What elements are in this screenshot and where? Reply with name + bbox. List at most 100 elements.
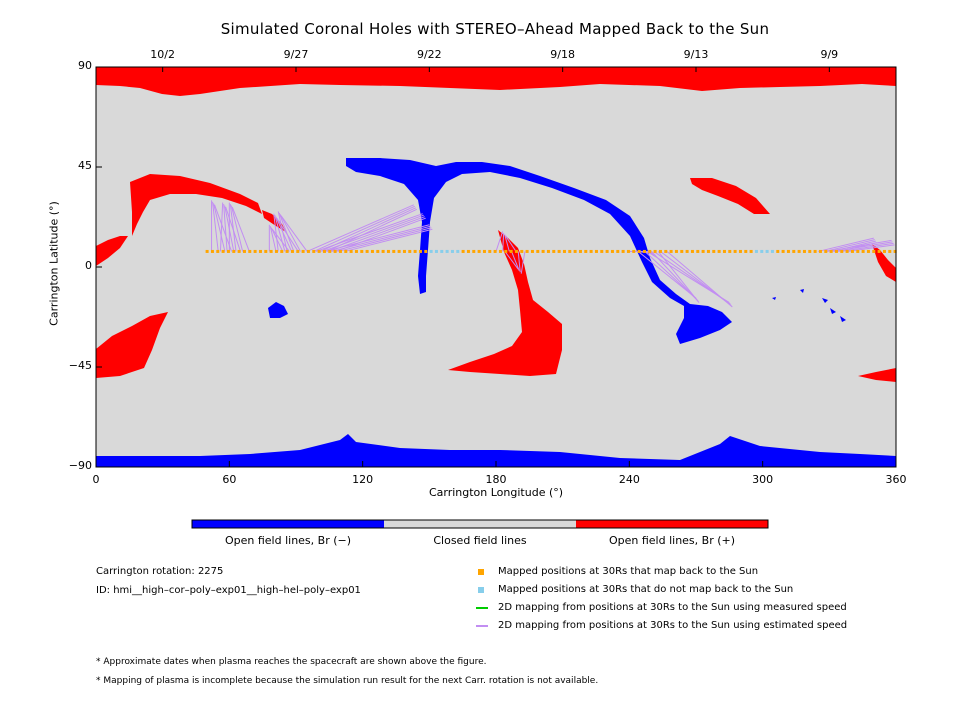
- mapping-line-3-1-3: [520, 251, 526, 274]
- carrington-rotation: Carrington rotation: 2275: [96, 566, 224, 577]
- track-point-13: [274, 249, 278, 253]
- mapping-line-4-1-3: [657, 251, 700, 303]
- track-point-37: [402, 249, 406, 253]
- track-point-27: [349, 249, 353, 253]
- track-point-98: [728, 249, 732, 253]
- x-tick-label-2: 120: [352, 473, 374, 486]
- track-point-6: [237, 249, 241, 253]
- hole-a: [130, 174, 262, 236]
- mapping-lines: [211, 200, 895, 308]
- track-point-103: [754, 249, 758, 253]
- track-point-24: [333, 249, 337, 253]
- track-point-43: [434, 249, 438, 253]
- mapping-line-0-2-1: [229, 203, 237, 252]
- track-point-81: [637, 249, 641, 253]
- mapping-line-0-1-1: [223, 204, 228, 252]
- track-point-67: [562, 249, 566, 253]
- mapping-line-1-2-0: [277, 211, 288, 252]
- mapping-line-4-2-3: [666, 251, 733, 308]
- track-point-76: [610, 249, 614, 253]
- track-point-40: [418, 249, 422, 253]
- colorbar-label-positive: Open field lines, Br (+): [608, 534, 736, 547]
- south-polar-cap: [96, 434, 896, 467]
- mapping-line-1-1-1: [274, 215, 286, 252]
- mapping-line-1-0-1: [269, 226, 277, 252]
- track-point-57: [509, 249, 513, 253]
- track-point-110: [792, 249, 796, 253]
- axis-ticks: [95, 66, 897, 468]
- hole-d: [690, 178, 770, 214]
- track-point-2: [216, 249, 220, 253]
- mapping-line-3-0-1: [502, 232, 505, 252]
- y-tick-label-0: 90: [78, 59, 92, 72]
- track-point-33: [381, 249, 385, 253]
- track-point-9: [253, 249, 257, 253]
- track-point-41: [424, 249, 428, 253]
- track-point-61: [530, 249, 534, 253]
- mapping-line-2-1-1: [322, 214, 424, 252]
- track-point-97: [722, 249, 726, 253]
- mapping-line-1-1-0: [273, 213, 279, 252]
- track-point-82: [642, 249, 646, 253]
- track-point-3: [221, 249, 225, 253]
- track-point-70: [578, 249, 582, 253]
- mapping-line-5-1-2: [840, 242, 894, 252]
- track-point-23: [328, 249, 332, 253]
- track-point-36: [397, 249, 401, 253]
- mapping-line-3-0-2: [504, 234, 510, 252]
- track-point-5: [232, 249, 236, 253]
- hole-f: [858, 368, 896, 382]
- mapping-line-2-1-3: [335, 217, 426, 252]
- track-point-105: [765, 249, 769, 253]
- track-point-111: [797, 249, 801, 253]
- track-point-93: [701, 249, 705, 253]
- track-point-101: [744, 249, 748, 253]
- mapping-line-1-2-2: [279, 214, 301, 252]
- colorbar-closed: [384, 520, 576, 528]
- track-point-48: [461, 249, 465, 253]
- mapping-line-2-0-1: [313, 205, 415, 252]
- track-point-50: [472, 249, 476, 253]
- track-point-85: [658, 249, 662, 253]
- track-point-74: [600, 249, 604, 253]
- track-point-54: [493, 249, 497, 253]
- track-point-109: [786, 249, 790, 253]
- track-point-114: [813, 249, 817, 253]
- track-point-123: [861, 249, 865, 253]
- track-point-56: [504, 249, 508, 253]
- track-point-19: [306, 249, 310, 253]
- track-point-113: [808, 249, 812, 253]
- track-point-25: [338, 249, 342, 253]
- track-point-72: [589, 249, 593, 253]
- mapping-line-0-2-2: [230, 205, 244, 252]
- track-point-84: [653, 249, 657, 253]
- mapping-line-1-2-3: [280, 215, 308, 252]
- track-point-73: [594, 249, 598, 253]
- track-point-80: [632, 249, 636, 253]
- legend-label-mapped: Mapped positions at 30Rs that map back t…: [498, 566, 759, 577]
- mapping-line-3-1-1: [511, 251, 520, 271]
- small-hole: [268, 302, 288, 318]
- note-dates: * Approximate dates when plasma reaches …: [96, 657, 487, 667]
- mapping-line-5-0-0: [818, 237, 874, 252]
- track-point-39: [413, 249, 417, 253]
- mapping-line-0-0-3: [214, 204, 233, 252]
- track-point-14: [280, 249, 284, 253]
- track-point-7: [242, 249, 246, 253]
- hole-e: [872, 244, 896, 282]
- mapping-line-2-2-0: [324, 224, 430, 252]
- track-point-18: [301, 249, 305, 253]
- track-point-89: [680, 249, 684, 253]
- track-point-20: [312, 249, 316, 253]
- mapping-line-5-1-1: [833, 241, 893, 252]
- mapping-line-2-2-1: [331, 225, 431, 252]
- track-point-11: [264, 249, 268, 253]
- fleck-2: [800, 289, 804, 293]
- track-point-120: [845, 249, 849, 253]
- track-point-29: [360, 249, 364, 253]
- track-point-83: [648, 249, 652, 253]
- track-point-66: [557, 249, 561, 253]
- track-point-1: [210, 249, 214, 253]
- x-tick-label-0: 0: [92, 473, 100, 486]
